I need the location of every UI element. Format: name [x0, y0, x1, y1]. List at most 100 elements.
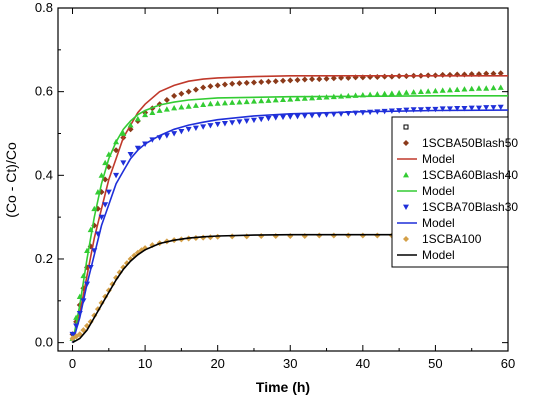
data-point: [243, 98, 250, 105]
legend-label: 1SCBA60Blash40: [422, 168, 518, 182]
data-point: [243, 79, 250, 86]
series-line: [72, 233, 508, 344]
data-point: [497, 104, 504, 111]
data-point: [265, 116, 272, 122]
data-point: [163, 133, 170, 139]
data-point: [171, 92, 178, 99]
data-point: [446, 106, 453, 112]
data-point: [127, 152, 134, 158]
data-point: [214, 100, 221, 106]
data-point: [483, 105, 490, 111]
data-point: [105, 189, 112, 196]
data-point: [236, 119, 243, 125]
data-point: [425, 88, 432, 94]
data-point: [468, 85, 475, 92]
data-point: [280, 96, 286, 103]
x-tick-label: 40: [356, 356, 370, 371]
data-point: [178, 128, 185, 135]
data-point: [221, 121, 228, 127]
x-tick-label: 60: [501, 356, 515, 371]
data-point: [214, 82, 221, 89]
series-7: [72, 233, 508, 344]
data-point: [483, 85, 490, 91]
data-point: [171, 104, 178, 111]
data-point: [309, 94, 316, 101]
data-point: [468, 105, 475, 111]
data-point: [316, 76, 323, 83]
data-point: [294, 95, 301, 102]
legend-marker: [403, 204, 409, 210]
data-point: [425, 106, 432, 113]
y-tick-label: 0.4: [35, 167, 53, 182]
data-point: [214, 121, 221, 128]
y-axis-label: (Co - Ct)/Co: [3, 142, 19, 218]
data-point: [323, 75, 330, 82]
data-point: [229, 120, 236, 126]
series-1: [71, 75, 508, 343]
legend-box: [391, 116, 509, 268]
data-point: [432, 106, 439, 113]
data-point: [69, 331, 76, 338]
data-point: [250, 79, 257, 86]
data-point: [410, 89, 417, 95]
data-point: [280, 77, 286, 84]
data-point: [207, 100, 214, 107]
data-point: [461, 86, 468, 92]
data-point: [113, 147, 120, 154]
data-point: [229, 99, 236, 105]
data-point: [243, 118, 250, 124]
data-point: [301, 76, 308, 83]
data-point: [497, 84, 504, 90]
data-point: [221, 81, 228, 88]
data-point: [185, 88, 192, 95]
data-point: [301, 95, 308, 101]
data-point: [258, 79, 265, 86]
data-point: [323, 112, 330, 118]
data-point: [142, 111, 149, 118]
data-point: [475, 85, 482, 91]
data-point: [309, 76, 316, 83]
y-tick-label: 0.0: [35, 335, 53, 350]
data-point: [102, 202, 109, 208]
data-point: [163, 106, 170, 112]
data-point: [207, 83, 214, 90]
legend-label: Model: [422, 152, 455, 166]
data-point: [272, 115, 279, 121]
legend-marker: [403, 236, 409, 242]
data-point: [316, 112, 323, 119]
data-point: [439, 106, 446, 112]
data-point: [294, 76, 301, 83]
data-point: [192, 125, 199, 132]
data-point: [258, 116, 265, 123]
data-point: [330, 75, 337, 82]
data-point: [156, 107, 163, 113]
y-tick-label: 0.2: [35, 251, 53, 266]
data-point: [120, 160, 127, 166]
data-point: [178, 104, 185, 110]
data-point: [280, 114, 286, 121]
series-3: [71, 95, 508, 343]
data-point: [381, 90, 388, 97]
series-5: [71, 109, 508, 343]
data-point: [272, 78, 279, 85]
data-point: [490, 84, 497, 91]
x-tick-label: 0: [69, 356, 76, 371]
series-line: [71, 75, 508, 343]
legend-label: Model: [422, 216, 455, 230]
data-point: [185, 126, 192, 133]
data-point: [410, 107, 417, 113]
data-point: [229, 80, 236, 87]
data-point: [134, 145, 141, 152]
x-tick-label: 20: [210, 356, 224, 371]
data-point: [221, 99, 228, 106]
data-point: [454, 86, 461, 92]
data-point: [265, 78, 272, 85]
data-point: [113, 172, 120, 179]
data-point: [127, 122, 134, 128]
data-point: [454, 105, 461, 112]
data-point: [461, 105, 468, 112]
data-point: [250, 98, 257, 104]
data-point: [163, 97, 170, 104]
data-point: [388, 90, 395, 96]
data-point: [171, 131, 178, 137]
